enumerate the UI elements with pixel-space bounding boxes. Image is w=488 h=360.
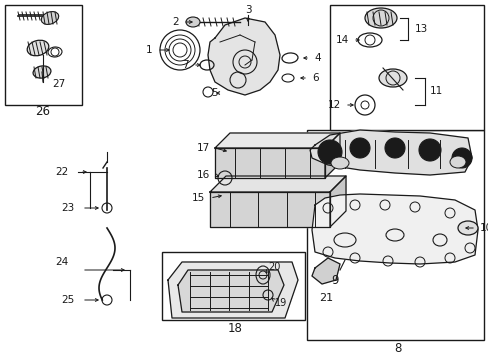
Ellipse shape xyxy=(185,17,200,27)
Ellipse shape xyxy=(364,8,396,28)
Text: 24: 24 xyxy=(55,257,68,267)
Ellipse shape xyxy=(457,221,477,235)
Text: 2: 2 xyxy=(172,17,179,27)
Circle shape xyxy=(317,140,341,164)
Text: 3: 3 xyxy=(244,5,251,15)
Text: 26: 26 xyxy=(36,105,50,118)
Circle shape xyxy=(349,138,369,158)
Bar xyxy=(329,5,483,130)
Text: 5: 5 xyxy=(211,88,218,98)
Circle shape xyxy=(384,138,404,158)
Bar xyxy=(162,252,305,320)
Text: 18: 18 xyxy=(227,321,242,334)
Polygon shape xyxy=(178,270,284,312)
Text: 13: 13 xyxy=(414,24,427,34)
Polygon shape xyxy=(168,262,297,318)
Polygon shape xyxy=(311,258,339,284)
Text: 21: 21 xyxy=(318,293,332,303)
Bar xyxy=(306,130,483,340)
Text: 20: 20 xyxy=(267,262,280,272)
Ellipse shape xyxy=(330,157,348,169)
Polygon shape xyxy=(325,133,339,178)
Circle shape xyxy=(451,148,471,168)
Text: 15: 15 xyxy=(191,193,204,203)
Polygon shape xyxy=(215,133,339,148)
Text: 11: 11 xyxy=(429,86,442,96)
Text: 19: 19 xyxy=(274,298,286,308)
Ellipse shape xyxy=(41,12,59,24)
Text: 6: 6 xyxy=(311,73,318,83)
Text: 16: 16 xyxy=(196,170,209,180)
Ellipse shape xyxy=(27,40,49,56)
Text: 7: 7 xyxy=(182,60,189,70)
Polygon shape xyxy=(209,192,329,227)
Text: 4: 4 xyxy=(313,53,320,63)
Polygon shape xyxy=(311,194,477,264)
Ellipse shape xyxy=(33,66,51,78)
Ellipse shape xyxy=(449,156,465,168)
Polygon shape xyxy=(309,130,471,175)
Polygon shape xyxy=(215,148,325,178)
Text: 10: 10 xyxy=(479,223,488,233)
Text: 14: 14 xyxy=(335,35,348,45)
Circle shape xyxy=(418,139,440,161)
Text: 17: 17 xyxy=(196,143,209,153)
Text: 9: 9 xyxy=(330,274,338,287)
Polygon shape xyxy=(329,176,346,227)
Text: 25: 25 xyxy=(61,295,75,305)
Polygon shape xyxy=(207,18,280,95)
Text: 12: 12 xyxy=(327,100,340,110)
Ellipse shape xyxy=(378,69,406,87)
Bar xyxy=(5,5,82,105)
Polygon shape xyxy=(209,176,346,192)
Text: 23: 23 xyxy=(61,203,75,213)
Text: 22: 22 xyxy=(55,167,68,177)
Text: 8: 8 xyxy=(393,342,401,355)
Text: 1: 1 xyxy=(145,45,152,55)
Text: 27: 27 xyxy=(52,79,65,89)
